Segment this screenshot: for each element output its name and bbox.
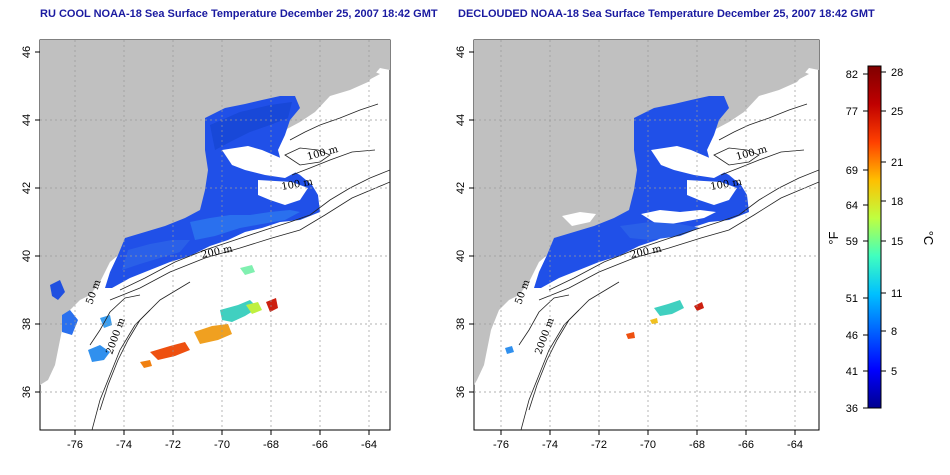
celsius-unit-label: °C <box>921 231 936 246</box>
left-depth-contours <box>89 103 390 430</box>
right-y-tick-label: 38 <box>455 318 467 330</box>
left-y-tick-label: 42 <box>21 182 33 194</box>
celsius-tick-label: 21 <box>891 157 903 169</box>
right-panel-title: DECLOUDED NOAA-18 Sea Surface Temperatur… <box>458 8 875 20</box>
left-x-tick-label: -68 <box>263 439 279 451</box>
right-x-tick-label: -74 <box>542 439 558 451</box>
left-x-tick-label: -74 <box>116 439 132 451</box>
celsius-tick-label: 5 <box>891 366 897 378</box>
celsius-tick-label: 18 <box>891 196 903 208</box>
fahrenheit-tick-label: 36 <box>846 403 858 415</box>
celsius-tick-label: 8 <box>891 326 897 338</box>
right-x-tick-label: -72 <box>591 439 607 451</box>
right-x-tick-label: -70 <box>640 439 656 451</box>
right-y-tick-label: 36 <box>455 386 467 398</box>
colorbar: 82 77 69 64 59 51 46 41 36 28 25 21 18 15 11 8 5 °F °C <box>826 65 936 415</box>
left-x-tick-label: -64 <box>361 439 377 451</box>
left-y-tick-label: 36 <box>21 386 33 398</box>
celsius-tick-label: 15 <box>891 236 903 248</box>
fahrenheit-tick-label: 69 <box>846 165 858 177</box>
right-x-tick-label: -66 <box>738 439 754 451</box>
celsius-tick-label: 25 <box>891 106 903 118</box>
right-depth-contours <box>518 103 819 430</box>
right-y-tick-label: 42 <box>455 182 467 194</box>
right-gridlines <box>474 40 819 430</box>
colorbar-ramp <box>867 65 882 409</box>
fahrenheit-tick-label: 64 <box>846 200 858 212</box>
left-x-tick-label: -72 <box>165 439 181 451</box>
right-x-tick-label: -64 <box>787 439 803 451</box>
right-y-tick-label: 44 <box>455 114 467 126</box>
fahrenheit-tick-label: 41 <box>846 366 858 378</box>
fahrenheit-tick-label: 77 <box>846 106 858 118</box>
right-x-tick-label: -68 <box>689 439 705 451</box>
left-gridlines <box>40 40 390 430</box>
left-sst-field <box>50 96 320 368</box>
celsius-tick-label: 11 <box>891 288 902 300</box>
left-x-tick-label: -66 <box>312 439 328 451</box>
left-panel-title: RU COOL NOAA-18 Sea Surface Temperature … <box>40 8 438 20</box>
left-y-tick-label: 44 <box>21 114 33 126</box>
fahrenheit-unit-label: °F <box>826 231 841 244</box>
fahrenheit-tick-label: 46 <box>846 330 858 342</box>
right-sst-field <box>505 96 749 354</box>
celsius-tick-label: 28 <box>891 67 903 79</box>
right-y-tick-label: 40 <box>455 250 467 262</box>
left-y-tick-label: 46 <box>21 46 33 58</box>
left-x-tick-label: -70 <box>214 439 230 451</box>
left-x-tick-label: -76 <box>67 439 83 451</box>
fahrenheit-tick-label: 51 <box>846 293 858 305</box>
left-y-tick-label: 38 <box>21 318 33 330</box>
right-x-tick-label: -76 <box>493 439 509 451</box>
fahrenheit-tick-label: 82 <box>846 69 858 81</box>
fahrenheit-tick-label: 59 <box>846 236 858 248</box>
left-y-tick-label: 40 <box>21 250 33 262</box>
right-y-tick-label: 46 <box>455 46 467 58</box>
